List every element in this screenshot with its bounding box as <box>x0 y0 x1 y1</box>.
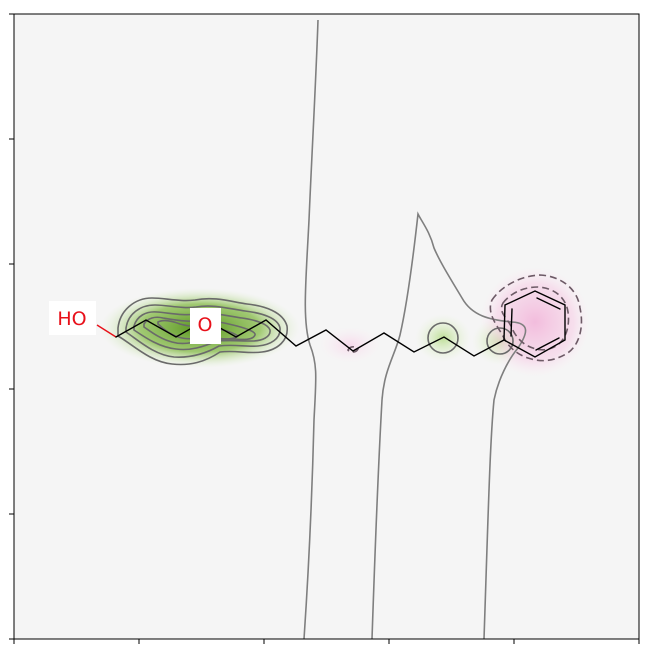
negative-region-center <box>320 327 380 363</box>
x-axis-ticks <box>13 639 640 644</box>
contour-line-2 <box>371 211 527 639</box>
ether-oxygen-label-bg <box>190 308 221 344</box>
chain-bonds <box>115 319 505 357</box>
positive-contour-mid <box>427 322 459 354</box>
benzene-double-3 <box>535 337 560 351</box>
positive-contour-3 <box>133 311 271 351</box>
positive-contour-1 <box>117 297 288 366</box>
ether-oxygen-label: O <box>198 314 213 336</box>
y-axis-ticks <box>9 13 14 640</box>
hydroxyl-label-bg <box>49 301 96 335</box>
negative-region-ring <box>480 267 590 377</box>
benzene-double-2 <box>536 297 561 310</box>
benzene-double-1 <box>510 308 513 337</box>
positive-contour-right <box>486 327 514 355</box>
contour-line-1 <box>303 19 319 639</box>
molecule-skeleton <box>96 290 566 358</box>
hydroxyl-label: HO <box>57 308 86 330</box>
bond-o-c1 <box>96 324 117 338</box>
benzene-ring <box>503 290 566 358</box>
negative-contour-center <box>347 346 359 353</box>
positive-contour-4 <box>143 316 256 345</box>
positive-contour-2 <box>125 304 281 358</box>
plot-frame <box>13 13 640 640</box>
